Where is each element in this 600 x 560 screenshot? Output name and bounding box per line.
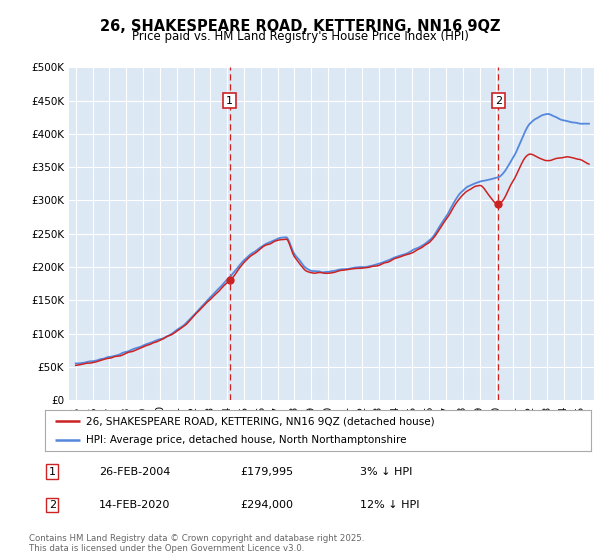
- Text: Price paid vs. HM Land Registry's House Price Index (HPI): Price paid vs. HM Land Registry's House …: [131, 30, 469, 43]
- Text: 1: 1: [49, 466, 56, 477]
- Text: 12% ↓ HPI: 12% ↓ HPI: [360, 500, 419, 510]
- Text: 1: 1: [226, 96, 233, 105]
- Text: 14-FEB-2020: 14-FEB-2020: [99, 500, 170, 510]
- Text: HPI: Average price, detached house, North Northamptonshire: HPI: Average price, detached house, Nort…: [86, 435, 406, 445]
- Text: 3% ↓ HPI: 3% ↓ HPI: [360, 466, 412, 477]
- Text: 26-FEB-2004: 26-FEB-2004: [99, 466, 170, 477]
- Text: 26, SHAKESPEARE ROAD, KETTERING, NN16 9QZ (detached house): 26, SHAKESPEARE ROAD, KETTERING, NN16 9Q…: [86, 417, 434, 426]
- Text: 2: 2: [49, 500, 56, 510]
- Text: £179,995: £179,995: [240, 466, 293, 477]
- Text: £294,000: £294,000: [240, 500, 293, 510]
- Text: 26, SHAKESPEARE ROAD, KETTERING, NN16 9QZ: 26, SHAKESPEARE ROAD, KETTERING, NN16 9Q…: [100, 19, 500, 34]
- Text: Contains HM Land Registry data © Crown copyright and database right 2025.
This d: Contains HM Land Registry data © Crown c…: [29, 534, 364, 553]
- Text: 2: 2: [495, 96, 502, 105]
